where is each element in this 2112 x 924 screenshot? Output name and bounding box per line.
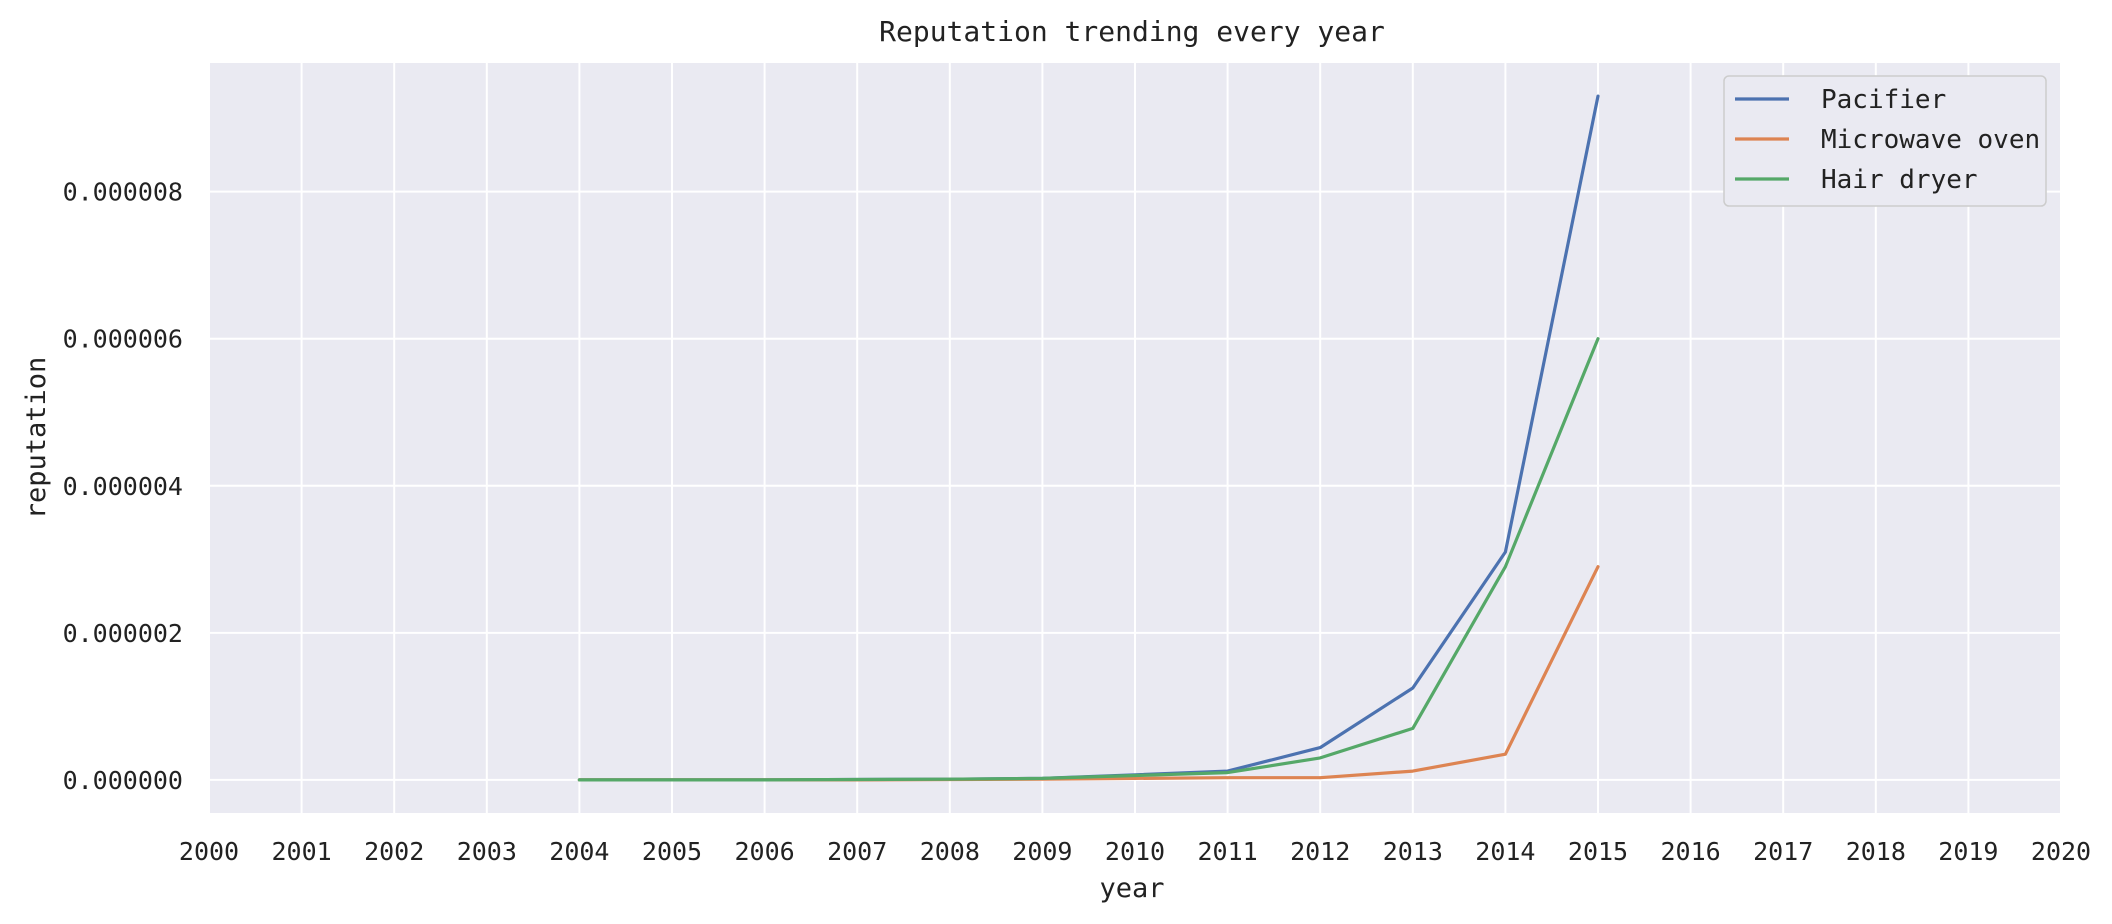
legend: Pacifier Microwave oven Hair dryer bbox=[1723, 75, 2047, 207]
x-tick-label: 2002 bbox=[364, 837, 424, 866]
y-axis-ticks: 0.000000 0.000002 0.000004 0.000006 0.000008 bbox=[63, 178, 183, 795]
y-tick-label: 0.000006 bbox=[63, 325, 183, 354]
x-tick-label: 2020 bbox=[2031, 837, 2091, 866]
legend-box bbox=[1723, 75, 2047, 207]
y-tick-label: 0.000000 bbox=[63, 766, 183, 795]
x-tick-label: 2006 bbox=[734, 837, 794, 866]
x-axis-ticks: 2000 2001 2002 2003 2004 2005 2006 2007 2008 2009… bbox=[179, 837, 2091, 866]
series-lines bbox=[577, 94, 1600, 782]
chart-title: Reputation trending every year bbox=[879, 15, 1385, 48]
x-tick-label: 2010 bbox=[1105, 837, 1165, 866]
legend-entries: Pacifier Microwave oven Hair dryer bbox=[1735, 85, 2040, 195]
legend-label-hair-dryer: Hair dryer bbox=[1821, 165, 1978, 195]
y-axis-label: reputation bbox=[21, 357, 52, 520]
legend-label-pacifier: Pacifier bbox=[1821, 85, 1946, 115]
x-tick-label: 2000 bbox=[179, 837, 239, 866]
x-tick-label: 2013 bbox=[1383, 837, 1443, 866]
x-tick-label: 2001 bbox=[271, 837, 331, 866]
x-tick-label: 2008 bbox=[920, 837, 980, 866]
x-tick-label: 2014 bbox=[1475, 837, 1535, 866]
y-tick-label: 0.000008 bbox=[63, 178, 183, 207]
x-tick-label: 2015 bbox=[1568, 837, 1628, 866]
y-tick-label: 0.000002 bbox=[63, 619, 183, 648]
x-tick-label: 2005 bbox=[642, 837, 702, 866]
x-tick-label: 2019 bbox=[1938, 837, 1998, 866]
x-tick-label: 2011 bbox=[1197, 837, 1257, 866]
x-tick-label: 2009 bbox=[1012, 837, 1072, 866]
x-tick-label: 2016 bbox=[1660, 837, 1720, 866]
x-tick-label: 2007 bbox=[827, 837, 887, 866]
x-tick-label: 2017 bbox=[1753, 837, 1813, 866]
x-tick-label: 2004 bbox=[549, 837, 609, 866]
legend-label-microwave-oven: Microwave oven bbox=[1821, 125, 2040, 155]
x-tick-label: 2012 bbox=[1290, 837, 1350, 866]
series-line-hair-dryer bbox=[577, 337, 1600, 782]
x-tick-label: 2018 bbox=[1846, 837, 1906, 866]
x-tick-label: 2003 bbox=[457, 837, 517, 866]
y-tick-label: 0.000004 bbox=[63, 472, 183, 501]
x-axis-label: year bbox=[1099, 873, 1164, 904]
